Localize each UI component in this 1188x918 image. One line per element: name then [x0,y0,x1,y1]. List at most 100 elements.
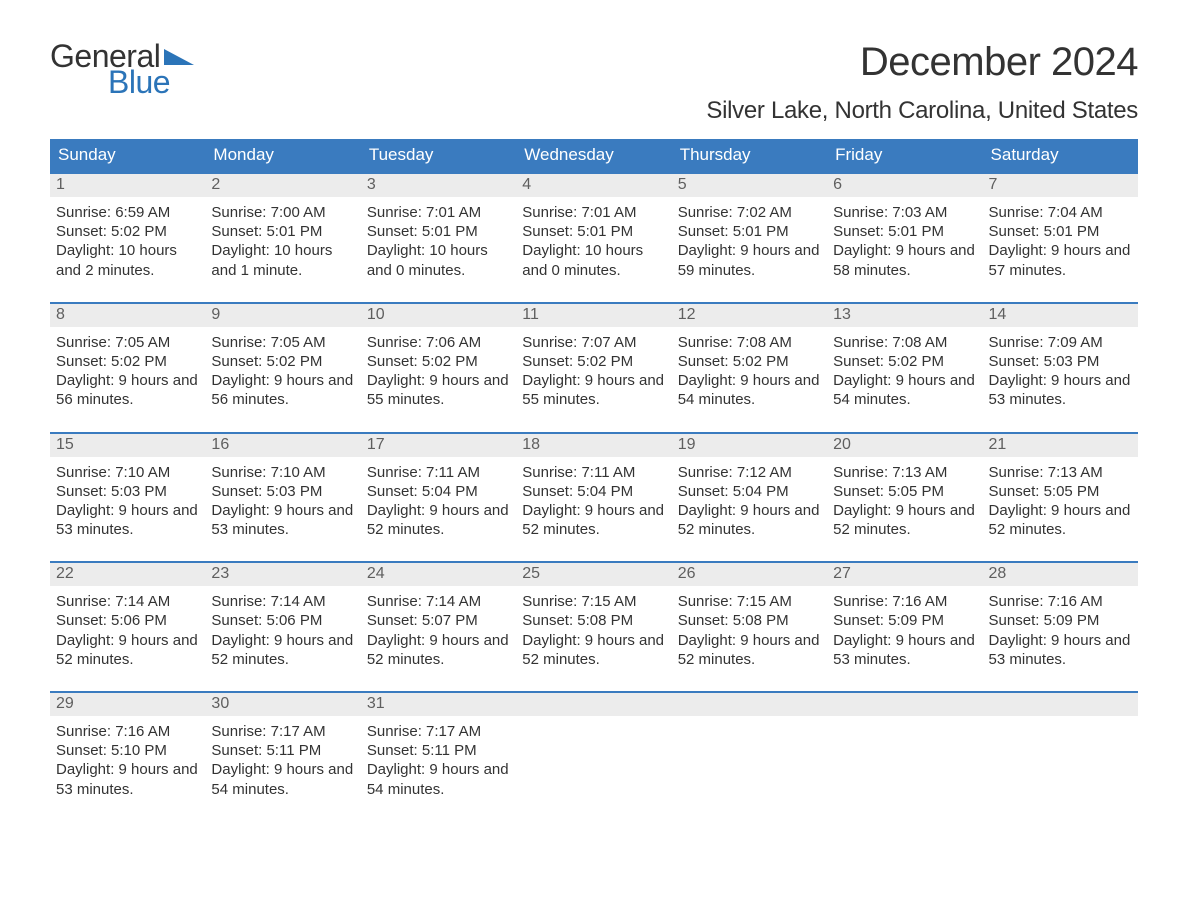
calendar-day: 19Sunrise: 7:12 AMSunset: 5:04 PMDayligh… [672,434,827,562]
sunset-text: Sunset: 5:02 PM [833,352,976,371]
sunset-text: Sunset: 5:02 PM [522,352,665,371]
day-details: Sunrise: 7:17 AMSunset: 5:11 PMDaylight:… [361,716,516,821]
day-details: Sunrise: 7:14 AMSunset: 5:06 PMDaylight:… [205,586,360,691]
calendar-day: 3Sunrise: 7:01 AMSunset: 5:01 PMDaylight… [361,174,516,302]
daylight-text: Daylight: 10 hours and 2 minutes. [56,241,199,279]
daylight-text: Daylight: 9 hours and 52 minutes. [56,631,199,669]
day-details: Sunrise: 7:16 AMSunset: 5:09 PMDaylight:… [983,586,1138,691]
sunrise-text: Sunrise: 7:17 AM [211,722,354,741]
day-details: Sunrise: 7:01 AMSunset: 5:01 PMDaylight:… [361,197,516,302]
day-number: 10 [361,304,516,327]
daylight-text: Daylight: 9 hours and 53 minutes. [833,631,976,669]
day-details: Sunrise: 7:06 AMSunset: 5:02 PMDaylight:… [361,327,516,432]
day-number: 19 [672,434,827,457]
day-details: Sunrise: 7:14 AMSunset: 5:07 PMDaylight:… [361,586,516,691]
calendar-day [983,693,1138,821]
daylight-text: Daylight: 9 hours and 56 minutes. [211,371,354,409]
header: General Blue December 2024 Silver Lake, … [50,40,1138,125]
sunset-text: Sunset: 5:03 PM [989,352,1132,371]
daylight-text: Daylight: 10 hours and 0 minutes. [367,241,510,279]
day-number: 15 [50,434,205,457]
calendar-day: 7Sunrise: 7:04 AMSunset: 5:01 PMDaylight… [983,174,1138,302]
sunrise-text: Sunrise: 7:01 AM [522,203,665,222]
day-number: 29 [50,693,205,716]
day-number: 20 [827,434,982,457]
day-number: 23 [205,563,360,586]
day-number: 16 [205,434,360,457]
day-details: Sunrise: 7:12 AMSunset: 5:04 PMDaylight:… [672,457,827,562]
sunrise-text: Sunrise: 7:13 AM [833,463,976,482]
day-details: Sunrise: 7:16 AMSunset: 5:09 PMDaylight:… [827,586,982,691]
day-details: Sunrise: 7:05 AMSunset: 5:02 PMDaylight:… [205,327,360,432]
daylight-text: Daylight: 9 hours and 54 minutes. [211,760,354,798]
sunrise-text: Sunrise: 7:12 AM [678,463,821,482]
sunset-text: Sunset: 5:01 PM [833,222,976,241]
sunset-text: Sunset: 5:03 PM [211,482,354,501]
day-number: 30 [205,693,360,716]
calendar-day [672,693,827,821]
calendar-week: 1Sunrise: 6:59 AMSunset: 5:02 PMDaylight… [50,172,1138,302]
daylight-text: Daylight: 9 hours and 55 minutes. [522,371,665,409]
sunrise-text: Sunrise: 7:09 AM [989,333,1132,352]
sunrise-text: Sunrise: 6:59 AM [56,203,199,222]
day-details: Sunrise: 7:11 AMSunset: 5:04 PMDaylight:… [361,457,516,562]
sunrise-text: Sunrise: 7:08 AM [833,333,976,352]
day-number: 4 [516,174,671,197]
calendar-day [827,693,982,821]
day-number: 26 [672,563,827,586]
daylight-text: Daylight: 9 hours and 53 minutes. [56,501,199,539]
calendar-day: 23Sunrise: 7:14 AMSunset: 5:06 PMDayligh… [205,563,360,691]
sunset-text: Sunset: 5:11 PM [211,741,354,760]
day-number: 5 [672,174,827,197]
daylight-text: Daylight: 9 hours and 52 minutes. [211,631,354,669]
calendar-day: 24Sunrise: 7:14 AMSunset: 5:07 PMDayligh… [361,563,516,691]
sunrise-text: Sunrise: 7:07 AM [522,333,665,352]
sunrise-text: Sunrise: 7:02 AM [678,203,821,222]
sunset-text: Sunset: 5:02 PM [211,352,354,371]
day-number: 28 [983,563,1138,586]
days-of-week-header: Sunday Monday Tuesday Wednesday Thursday… [50,139,1138,172]
daylight-text: Daylight: 9 hours and 52 minutes. [678,631,821,669]
sunrise-text: Sunrise: 7:00 AM [211,203,354,222]
sunrise-text: Sunrise: 7:14 AM [211,592,354,611]
daylight-text: Daylight: 10 hours and 1 minute. [211,241,354,279]
sunset-text: Sunset: 5:11 PM [367,741,510,760]
day-number: 9 [205,304,360,327]
sunset-text: Sunset: 5:05 PM [833,482,976,501]
day-number [672,693,827,716]
dow-sunday: Sunday [50,139,205,172]
sunset-text: Sunset: 5:01 PM [989,222,1132,241]
sunset-text: Sunset: 5:01 PM [678,222,821,241]
sunrise-text: Sunrise: 7:14 AM [367,592,510,611]
daylight-text: Daylight: 9 hours and 53 minutes. [989,371,1132,409]
day-number: 24 [361,563,516,586]
daylight-text: Daylight: 9 hours and 52 minutes. [522,631,665,669]
day-number: 21 [983,434,1138,457]
daylight-text: Daylight: 9 hours and 53 minutes. [989,631,1132,669]
daylight-text: Daylight: 9 hours and 52 minutes. [367,631,510,669]
sunset-text: Sunset: 5:02 PM [367,352,510,371]
dow-monday: Monday [205,139,360,172]
day-details: Sunrise: 7:15 AMSunset: 5:08 PMDaylight:… [516,586,671,691]
daylight-text: Daylight: 9 hours and 54 minutes. [833,371,976,409]
daylight-text: Daylight: 9 hours and 52 minutes. [989,501,1132,539]
daylight-text: Daylight: 9 hours and 54 minutes. [367,760,510,798]
day-details: Sunrise: 7:11 AMSunset: 5:04 PMDaylight:… [516,457,671,562]
day-number: 13 [827,304,982,327]
dow-saturday: Saturday [983,139,1138,172]
daylight-text: Daylight: 9 hours and 52 minutes. [522,501,665,539]
calendar-day: 14Sunrise: 7:09 AMSunset: 5:03 PMDayligh… [983,304,1138,432]
day-details: Sunrise: 7:13 AMSunset: 5:05 PMDaylight:… [983,457,1138,562]
daylight-text: Daylight: 9 hours and 53 minutes. [211,501,354,539]
sunset-text: Sunset: 5:02 PM [56,352,199,371]
day-details: Sunrise: 7:14 AMSunset: 5:06 PMDaylight:… [50,586,205,691]
calendar-day: 5Sunrise: 7:02 AMSunset: 5:01 PMDaylight… [672,174,827,302]
day-details: Sunrise: 7:02 AMSunset: 5:01 PMDaylight:… [672,197,827,302]
sunset-text: Sunset: 5:04 PM [367,482,510,501]
day-details [516,716,671,744]
day-details: Sunrise: 7:16 AMSunset: 5:10 PMDaylight:… [50,716,205,821]
calendar-day: 4Sunrise: 7:01 AMSunset: 5:01 PMDaylight… [516,174,671,302]
calendar-day: 25Sunrise: 7:15 AMSunset: 5:08 PMDayligh… [516,563,671,691]
calendar-week: 8Sunrise: 7:05 AMSunset: 5:02 PMDaylight… [50,302,1138,432]
day-details: Sunrise: 7:17 AMSunset: 5:11 PMDaylight:… [205,716,360,821]
